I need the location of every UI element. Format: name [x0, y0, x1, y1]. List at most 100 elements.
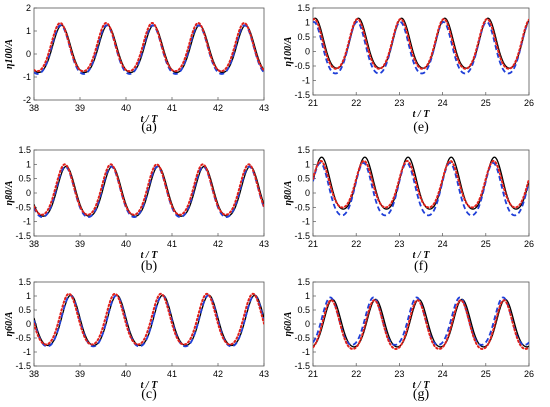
series-line-dotted-red [313, 299, 529, 350]
y-axis-label: η80/A [4, 180, 15, 205]
chart-panel: -1.5 -1 -0.5 0 0.5 1 1.5 21 22 23 24 25 26 t / T η100/… [283, 3, 534, 135]
y-tick-label: 0.5 [18, 174, 31, 184]
x-tick-label: 25 [481, 239, 491, 249]
x-tick-label: 22 [351, 98, 361, 108]
y-tick-label: 0.5 [297, 32, 310, 42]
panel-caption: (a) [141, 120, 157, 135]
x-tick-label: 23 [394, 369, 404, 379]
x-tick-label: 26 [524, 239, 534, 249]
y-tick-label: -1 [23, 217, 31, 227]
series-line-dotted-red [34, 163, 264, 216]
y-tick-label: -1.5 [294, 361, 310, 371]
y-tick-label: -1.5 [15, 231, 31, 241]
y-tick-label: 2 [26, 3, 31, 13]
x-tick-label: 23 [394, 98, 404, 108]
panel-caption: (g) [413, 387, 430, 402]
series-line-dashed-blue [313, 162, 529, 217]
y-tick-label: 1 [305, 291, 310, 301]
y-tick-label: 0.5 [18, 305, 31, 315]
y-tick-label: 0 [26, 49, 31, 59]
y-tick-label: -1 [302, 76, 310, 86]
y-tick-label: 1.5 [18, 145, 31, 155]
chart-panel: -2 -1 0 1 2 38 39 40 41 42 43 t / T η100/A (a) [4, 3, 269, 135]
x-tick-label: 21 [308, 369, 318, 379]
y-tick-label: 1 [305, 159, 310, 169]
x-tick-label: 23 [394, 239, 404, 249]
x-tick-label: 40 [121, 103, 131, 113]
x-axis-label: t / T [413, 109, 431, 120]
x-tick-label: 41 [167, 239, 177, 249]
x-tick-label: 42 [213, 103, 223, 113]
series-line-solid-black [313, 156, 529, 210]
x-tick-label: 24 [438, 369, 448, 379]
y-axis-label: η60/A [283, 311, 294, 336]
plot-frame [33, 7, 265, 101]
x-tick-label: 42 [213, 369, 223, 379]
chart-panel: -1.5 -1 -0.5 0 0.5 1 1.5 21 22 23 24 25 26 t / T η60/A… [283, 277, 534, 402]
y-axis-label: η80/A [283, 180, 294, 205]
panel-caption: (c) [141, 387, 157, 402]
series-line-dotted-red [313, 159, 529, 209]
y-tick-label: -1.5 [294, 90, 310, 100]
series-line-dotted-red [34, 292, 264, 346]
x-tick-label: 38 [29, 103, 39, 113]
y-tick-label: -0.5 [15, 333, 31, 343]
y-tick-label: -0.5 [15, 202, 31, 212]
y-tick-label: 0 [26, 319, 31, 329]
y-tick-label: 1.5 [297, 3, 310, 13]
y-tick-label: -0.5 [294, 61, 310, 71]
x-axis-label: t / T [413, 380, 431, 391]
y-tick-label: 0 [305, 319, 310, 329]
x-tick-label: 40 [121, 369, 131, 379]
y-tick-label: 0.5 [297, 305, 310, 315]
plot-frame [312, 7, 530, 96]
series-line-solid-black [34, 24, 264, 74]
chart-panel: -1.5 -1 -0.5 0 0.5 1 1.5 21 22 23 24 25 26 t / T η80/A… [283, 145, 534, 274]
y-tick-label: 0.5 [297, 174, 310, 184]
y-tick-label: 0 [305, 188, 310, 198]
x-tick-label: 38 [29, 239, 39, 249]
x-tick-label: 42 [213, 239, 223, 249]
series-line-dashed-blue [313, 20, 529, 75]
x-tick-label: 21 [308, 98, 318, 108]
x-tick-label: 25 [481, 98, 491, 108]
y-tick-label: -0.5 [294, 333, 310, 343]
x-tick-label: 41 [167, 369, 177, 379]
y-axis-label: η100/A [4, 39, 15, 69]
panel-caption: (e) [413, 120, 429, 135]
y-tick-label: -0.5 [294, 202, 310, 212]
plot-frame [33, 149, 265, 237]
x-tick-label: 43 [259, 239, 269, 249]
x-tick-label: 41 [167, 103, 177, 113]
x-tick-label: 26 [524, 369, 534, 379]
y-tick-label: 1 [305, 18, 310, 28]
x-axis-label: t / T [141, 250, 159, 261]
chart-panel: -1.5 -1 -0.5 0 0.5 1 1.5 38 39 40 41 42 43 t / T η60/A… [4, 277, 269, 402]
x-tick-label: 26 [524, 98, 534, 108]
panel-caption: (f) [414, 259, 428, 274]
x-tick-label: 22 [351, 239, 361, 249]
y-tick-label: -1.5 [15, 361, 31, 371]
y-tick-label: -1 [302, 347, 310, 357]
x-tick-label: 25 [481, 369, 491, 379]
y-tick-label: -1 [23, 347, 31, 357]
x-axis-label: t / T [141, 114, 159, 125]
y-tick-label: 0 [26, 188, 31, 198]
y-tick-label: 1.5 [18, 277, 31, 287]
x-tick-label: 40 [121, 239, 131, 249]
x-tick-label: 39 [75, 369, 85, 379]
x-tick-label: 24 [438, 239, 448, 249]
x-tick-label: 43 [259, 369, 269, 379]
x-tick-label: 43 [259, 103, 269, 113]
series-line-solid-black [34, 165, 264, 217]
series-line-dotted-red [34, 22, 264, 73]
y-tick-label: 1 [26, 291, 31, 301]
x-axis-label: t / T [141, 380, 159, 391]
y-tick-label: 0 [305, 47, 310, 57]
y-axis-label: η100/A [283, 36, 294, 66]
y-tick-label: -1 [302, 217, 310, 227]
plot-frame [312, 281, 530, 367]
y-tick-label: 1 [26, 26, 31, 36]
series-line-dashed-blue [34, 294, 264, 348]
y-tick-label: -2 [23, 95, 31, 105]
